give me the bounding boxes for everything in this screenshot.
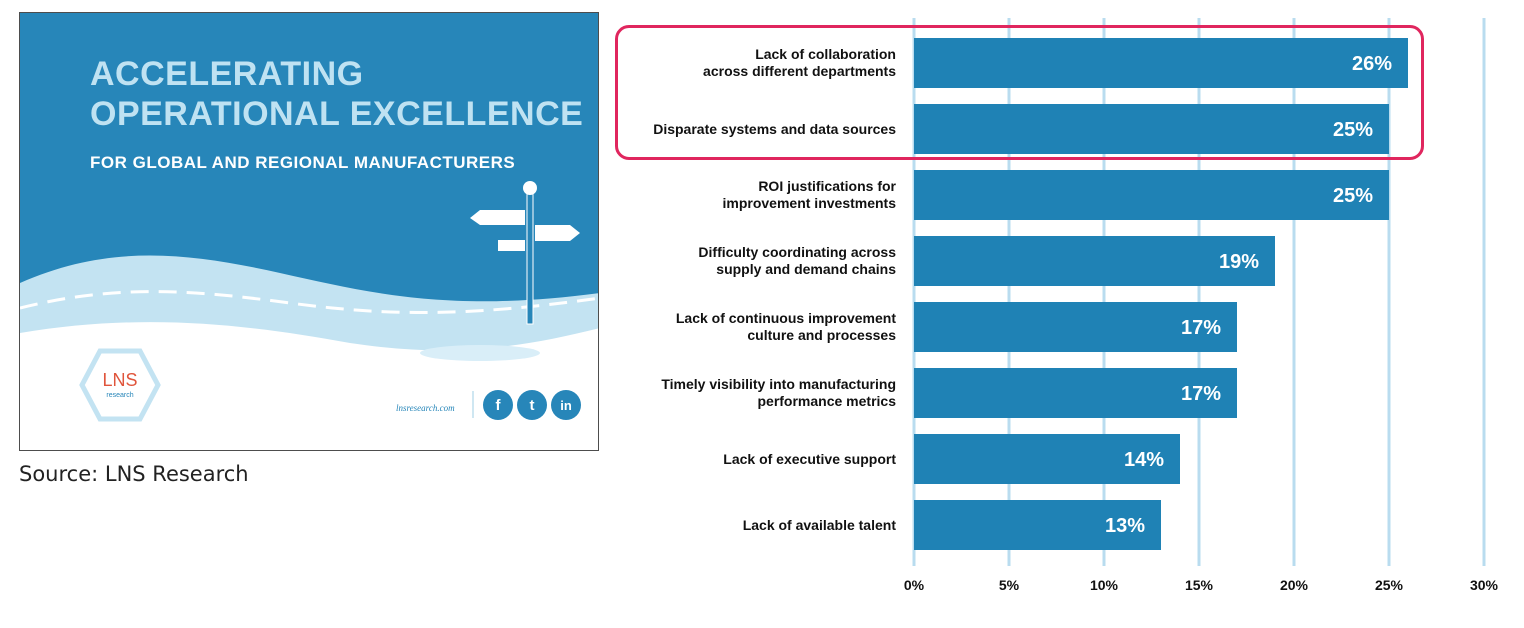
bar-value-label-1: 25% [1333, 119, 1373, 141]
category-label-5: Timely visibility into manufacturing perf… [600, 376, 896, 410]
cover-title-line-2: OPERATIONAL EXCELLENCE [90, 95, 584, 133]
bar-value-label-5: 17% [1181, 383, 1221, 405]
lns-logo-subtext: research [106, 392, 133, 399]
category-label-line: performance metrics [757, 393, 896, 409]
category-label-line: Lack of collaboration [755, 46, 896, 62]
report-cover-image: LNS research ACCELERATING OPERATIONAL EX… [19, 12, 599, 451]
bar-value-label-2: 25% [1333, 185, 1373, 207]
bar-value-label-3: 19% [1219, 251, 1259, 273]
x-tick-label-0: 0% [904, 577, 925, 593]
bar-7 [914, 500, 1161, 550]
twitter-icon: t [517, 390, 547, 420]
signpost-shadow [420, 345, 540, 361]
cover-url: lnsresearch.com [396, 403, 455, 413]
signpost-pole [526, 188, 534, 325]
bar-value-label-4: 17% [1181, 317, 1221, 339]
x-tick-label-20: 20% [1280, 577, 1309, 593]
category-label-line: Lack of available talent [742, 516, 896, 533]
category-label-line: Lack of continuous improvement [675, 310, 896, 326]
category-label-0: Lack of collaboration across different de… [600, 46, 896, 80]
category-label-6: Lack of executive support [600, 451, 896, 468]
category-label-line: Lack of executive support [723, 450, 896, 467]
category-label-line: across different departments [703, 63, 896, 79]
category-label-line: supply and demand chains [716, 261, 896, 277]
bar-4 [914, 302, 1237, 352]
bar-chart-plot: 26% 25% 25% 19% 17% 17% 14% 13% 0% 5% 10% 15% 20% 25%… [904, 18, 1499, 593]
x-tick-label-10: 10% [1090, 577, 1119, 593]
category-label-2: ROI justifications for improvement invest… [600, 178, 897, 212]
cover-title-line-1: ACCELERATING [90, 55, 364, 93]
x-tick-label-5: 5% [999, 577, 1020, 593]
lns-logo-hexagon [79, 348, 161, 422]
source-caption: Source: LNS Research [19, 462, 249, 486]
facebook-icon: f [483, 390, 513, 420]
bar-1 [914, 104, 1389, 154]
category-label-1: Disparate systems and data sources [600, 121, 896, 138]
lns-logo-text: LNS [102, 370, 137, 390]
cover-artwork: LNS research [20, 181, 598, 450]
bar-chart: Lack of collaboration across different de… [600, 0, 1524, 628]
category-label-4: Lack of continuous improvement culture an… [600, 310, 896, 344]
bar-value-label-0: 26% [1352, 53, 1392, 75]
category-label-line: Timely visibility into manufacturing [661, 376, 896, 392]
linkedin-icon: in [551, 390, 581, 420]
bar-3 [914, 236, 1275, 286]
bar-2 [914, 170, 1389, 220]
bar-0 [914, 38, 1408, 88]
category-label-line: Difficulty coordinating across [698, 244, 896, 260]
cover-subtitle: FOR GLOBAL AND REGIONAL MANUFACTURERS [90, 153, 516, 172]
x-tick-label-15: 15% [1185, 577, 1214, 593]
signpost-sign-right [535, 225, 580, 241]
signpost-top [523, 181, 537, 195]
bar-value-label-6: 14% [1124, 449, 1164, 471]
x-tick-label-30: 30% [1470, 577, 1499, 593]
category-label-line: ROI justifications for [758, 178, 896, 194]
bar-6 [914, 434, 1180, 484]
category-label-7: Lack of available talent [600, 517, 896, 534]
highlight-box [615, 25, 1424, 160]
signpost-sign-left [470, 210, 525, 225]
bar-value-label-7: 13% [1105, 515, 1145, 537]
category-label-line: improvement investments [722, 195, 897, 211]
category-label-line: Disparate systems and data sources [653, 120, 896, 137]
signpost-sign-small [498, 240, 525, 251]
category-label-3: Difficulty coordinating across supply and… [600, 244, 896, 278]
cover-road-dash [20, 290, 598, 314]
x-tick-label-25: 25% [1375, 577, 1404, 593]
category-label-line: culture and processes [747, 327, 896, 343]
bar-5 [914, 368, 1237, 418]
